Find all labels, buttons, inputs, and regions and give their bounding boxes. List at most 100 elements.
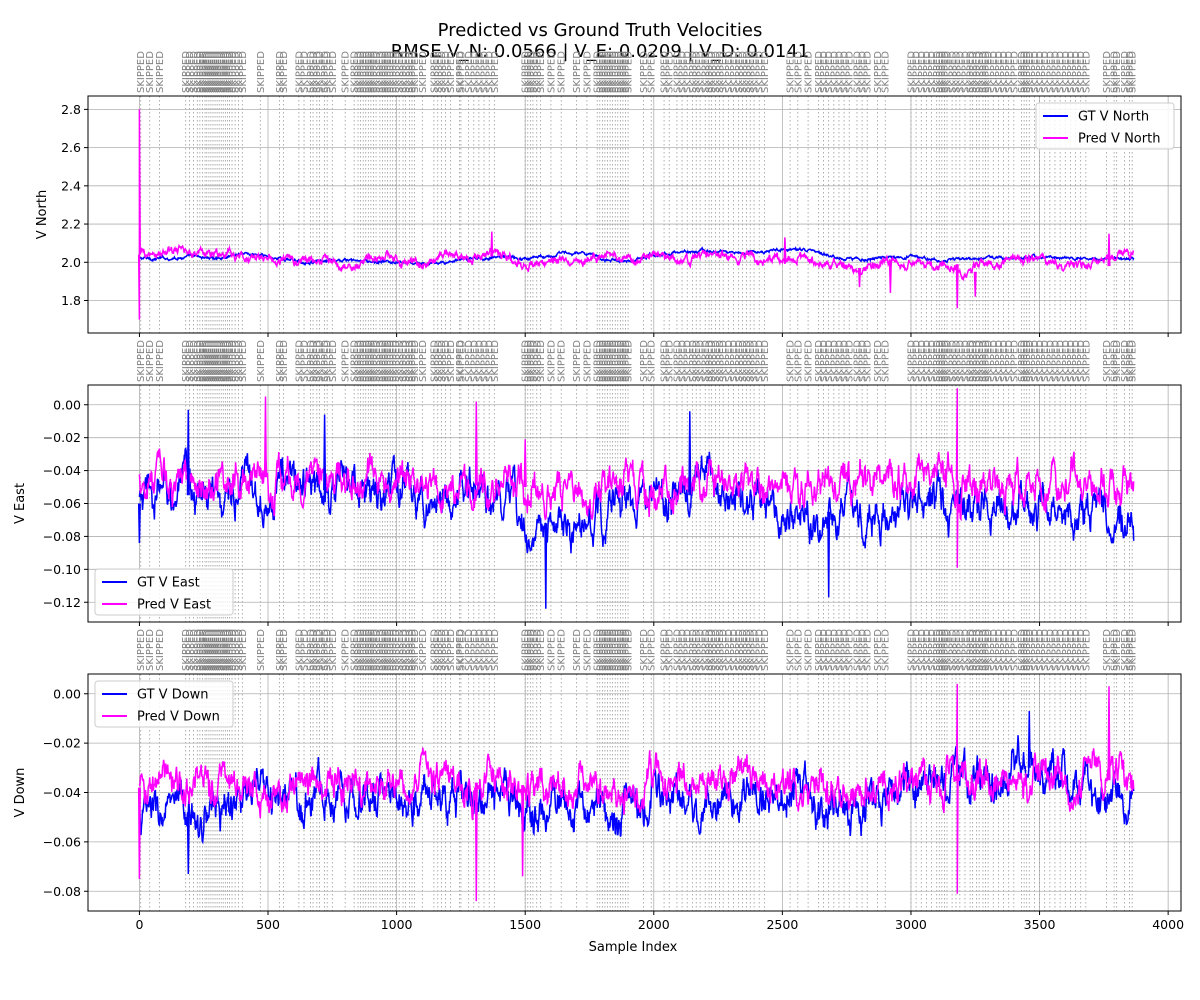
series-line-1 xyxy=(138,448,1135,522)
skipped-label: SKIPPED xyxy=(688,629,699,671)
skipped-label: SKIPPED xyxy=(951,51,962,93)
skipped-label: SKIPPED xyxy=(300,629,311,671)
skipped-label: SKIPPED xyxy=(948,629,959,671)
skipped-label: SKIPPED xyxy=(312,340,323,382)
legend-box xyxy=(94,680,234,728)
skipped-label: SKIPPED xyxy=(616,51,627,93)
skipped-label: SKIPPED xyxy=(1020,629,1031,671)
skipped-label: SKIPPED xyxy=(320,51,331,93)
skipped-label: SKIPPED xyxy=(328,629,339,671)
skipped-label: SKIPPED xyxy=(912,340,923,382)
skipped-label: SKIPPED xyxy=(408,340,419,382)
skipped-label: SKIPPED xyxy=(405,340,416,382)
skipped-label: SKIPPED xyxy=(940,51,951,93)
series-spike xyxy=(523,439,527,488)
skipped-label: SKIPPED xyxy=(600,340,611,382)
skipped-label: SKIPPED xyxy=(185,51,196,93)
skipped-label: SKIPPED xyxy=(984,629,995,671)
skipped-label: SKIPPED xyxy=(206,629,217,671)
y-tick-label: 1.8 xyxy=(61,293,81,308)
skipped-label: SKIPPED xyxy=(279,340,290,382)
legend-entry-label: Pred V Down xyxy=(137,710,220,725)
skipped-label: SKIPPED xyxy=(341,629,352,671)
skipped-label: SKIPPED xyxy=(672,340,683,382)
skipped-label: SKIPPED xyxy=(369,340,380,382)
skipped-label: SKIPPED xyxy=(490,340,501,382)
series-line-1 xyxy=(138,243,1134,282)
skipped-label: SKIPPED xyxy=(366,340,377,382)
skipped-label: SKIPPED xyxy=(386,51,397,93)
skipped-label: SKIPPED xyxy=(724,629,735,671)
skipped-label: SKIPPED xyxy=(361,340,372,382)
skipped-label: SKIPPED xyxy=(231,340,242,382)
skipped-label: SKIPPED xyxy=(309,51,320,93)
y-tick-label: 2.8 xyxy=(61,102,81,117)
skipped-label: SKIPPED xyxy=(814,340,825,382)
skipped-label: SKIPPED xyxy=(647,629,658,671)
skipped-label: SKIPPED xyxy=(858,629,869,671)
skipped-label: SKIPPED xyxy=(978,629,989,671)
skipped-label: SKIPPED xyxy=(660,629,671,671)
skipped-label: SKIPPED xyxy=(1030,340,1041,382)
legend-entry-label: Pred V North xyxy=(1078,132,1160,147)
skipped-label: SKIPPED xyxy=(715,51,726,93)
y-tick-label: 0.00 xyxy=(53,686,81,701)
skipped-label: SKIPPED xyxy=(917,340,928,382)
skipped-label: SKIPPED xyxy=(1020,51,1031,93)
skipped-label: SKIPPED xyxy=(523,51,534,93)
skipped-label: SKIPPED xyxy=(593,51,604,93)
skipped-label: SKIPPED xyxy=(320,340,331,382)
skipped-label: SKIPPED xyxy=(1004,51,1015,93)
skipped-label: SKIPPED xyxy=(729,51,740,93)
skipped-label: SKIPPED xyxy=(688,340,699,382)
skipped-label: SKIPPED xyxy=(356,629,367,671)
skipped-label: SKIPPED xyxy=(595,51,606,93)
skipped-label: SKIPPED xyxy=(948,51,959,93)
skipped-label: SKIPPED xyxy=(455,629,466,671)
legend-entry-label: Pred V East xyxy=(137,598,211,613)
x-tick-label: 4000 xyxy=(1152,917,1184,932)
skipped-label: SKIPPED xyxy=(618,340,629,382)
skipped-label: SKIPPED xyxy=(611,340,622,382)
skipped-label: SKIPPED xyxy=(981,629,992,671)
skipped-label: SKIPPED xyxy=(984,340,995,382)
skipped-label: SKIPPED xyxy=(1125,629,1136,671)
legend-entry-label: GT V Down xyxy=(137,688,209,703)
skipped-label: SKIPPED xyxy=(1112,51,1123,93)
axes-frame xyxy=(87,95,1182,334)
skipped-label: SKIPPED xyxy=(707,340,718,382)
skipped-label: SKIPPED xyxy=(692,51,703,93)
skipped-label: SKIPPED xyxy=(672,629,683,671)
skipped-label: SKIPPED xyxy=(618,629,629,671)
skipped-label: SKIPPED xyxy=(480,629,491,671)
skipped-label: SKIPPED xyxy=(523,340,534,382)
skipped-label: SKIPPED xyxy=(221,629,232,671)
skipped-label: SKIPPED xyxy=(356,340,367,382)
skipped-label: SKIPPED xyxy=(968,51,979,93)
skipped-label: SKIPPED xyxy=(1061,340,1072,382)
skipped-label: SKIPPED xyxy=(639,51,650,93)
skipped-label: SKIPPED xyxy=(858,51,869,93)
skipped-label: SKIPPED xyxy=(1066,51,1077,93)
skipped-label: SKIPPED xyxy=(912,51,923,93)
skipped-label: SKIPPED xyxy=(386,340,397,382)
skipped-label: SKIPPED xyxy=(624,340,635,382)
skipped-label: SKIPPED xyxy=(388,629,399,671)
skipped-label: SKIPPED xyxy=(532,629,543,671)
y-tick-label: −0.08 xyxy=(43,884,81,899)
skipped-label: SKIPPED xyxy=(660,340,671,382)
skipped-label: SKIPPED xyxy=(401,629,412,671)
skipped-label: SKIPPED xyxy=(378,629,389,671)
y-tick-label: 2.6 xyxy=(61,140,81,155)
skipped-label: SKIPPED xyxy=(742,340,753,382)
skipped-label: SKIPPED xyxy=(1112,340,1123,382)
legend-box xyxy=(1035,102,1175,150)
skipped-label: SKIPPED xyxy=(469,51,480,93)
skipped-label: SKIPPED xyxy=(603,629,614,671)
skipped-label: SKIPPED xyxy=(523,629,534,671)
skipped-label: SKIPPED xyxy=(922,340,933,382)
skipped-label: SKIPPED xyxy=(234,340,245,382)
skipped-label: SKIPPED xyxy=(399,340,410,382)
skipped-label: SKIPPED xyxy=(217,51,228,93)
